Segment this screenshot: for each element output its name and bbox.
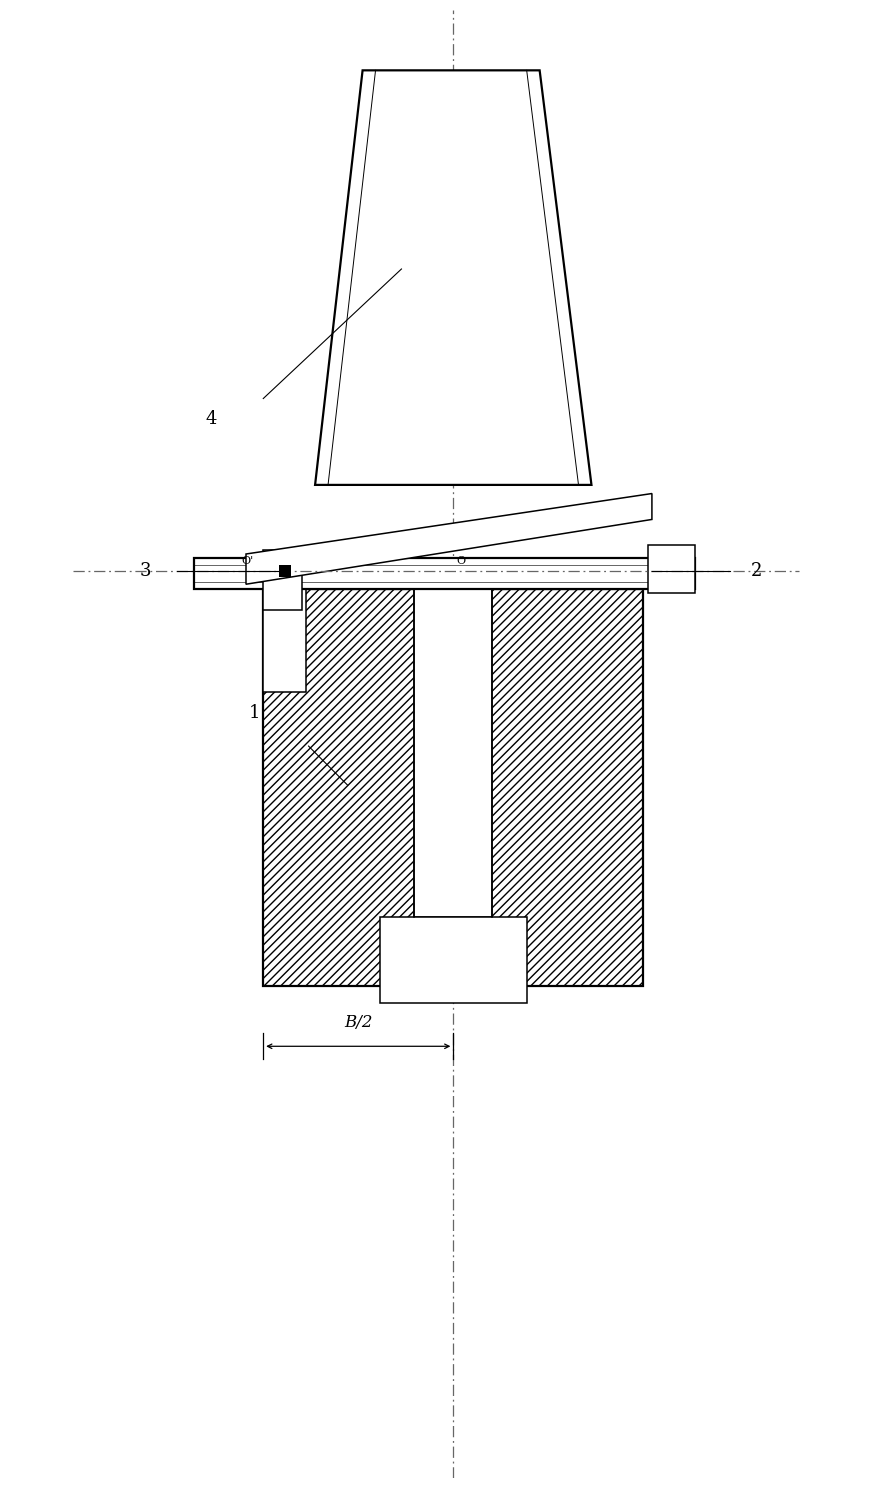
Text: 1: 1 [249,704,261,722]
Polygon shape [246,494,652,585]
Bar [263,589,644,987]
Bar [263,589,644,987]
Text: O: O [457,557,466,567]
Bar [263,589,306,692]
Bar [263,549,302,610]
Bar [648,546,695,592]
Bar [279,565,291,577]
Bar [194,558,695,589]
Text: 4: 4 [206,411,217,429]
Polygon shape [315,70,591,485]
Bar [414,589,492,917]
Bar [380,917,527,1003]
Text: 2: 2 [752,561,763,580]
Text: B/2: B/2 [344,1015,372,1031]
Text: O': O' [242,557,254,567]
Text: 3: 3 [140,561,151,580]
